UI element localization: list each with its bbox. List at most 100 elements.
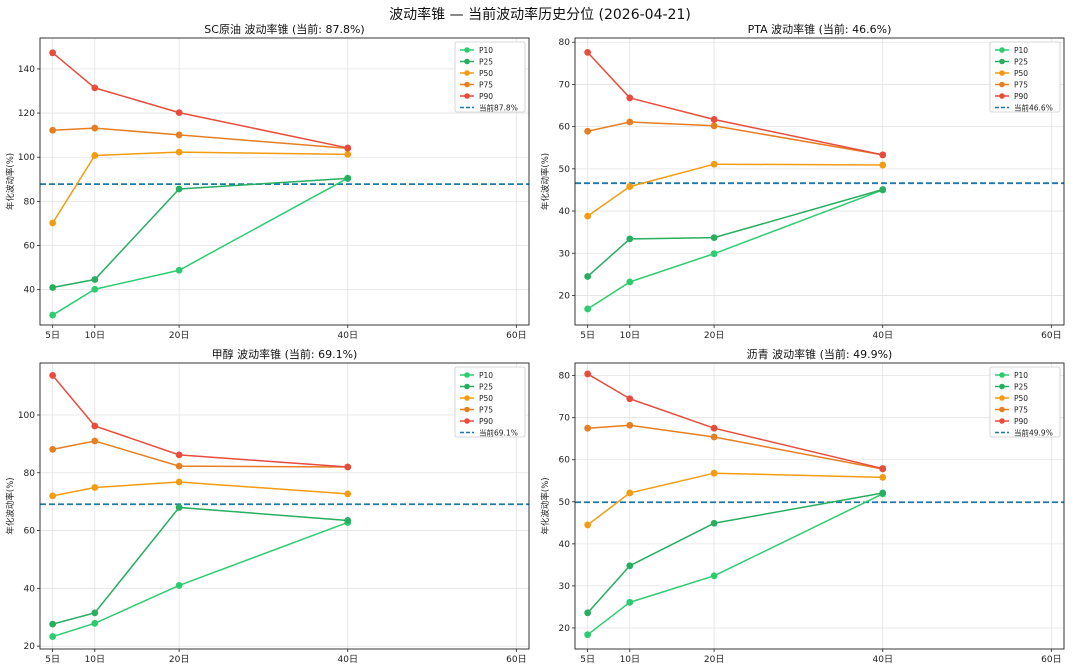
plot-frame [39, 37, 530, 326]
data-point-p75 [175, 462, 183, 470]
y-tick-label: 80 [559, 38, 571, 48]
y-axis-label: 年化波动率(%) [5, 153, 16, 210]
legend-label: P75 [479, 406, 493, 415]
legend-label: P50 [1014, 394, 1028, 403]
data-point-p50 [175, 148, 183, 156]
legend-label: P25 [479, 383, 493, 392]
legend-label: P50 [1014, 69, 1028, 78]
chart-panel-2: PTA 波动率锥 (当前: 46.6%) 年化波动率(%) 20 30 40 50 60 70… [540, 22, 1065, 341]
y-axis-label: 年化波动率(%) [5, 477, 16, 534]
series-line-p25 [52, 177, 348, 289]
legend-label: P25 [1014, 58, 1028, 67]
panel-title: SC原油 波动率锥 (当前: 87.8%) [204, 22, 364, 36]
legend-label: P75 [479, 81, 493, 90]
data-point-p10 [91, 285, 99, 293]
plot-frame [574, 362, 1065, 650]
data-point-p25 [879, 186, 887, 193]
data-point-p25 [584, 609, 592, 617]
series-line-p75 [52, 127, 348, 150]
legend-marker [999, 383, 1005, 390]
y-tick-label: 30 [559, 582, 571, 592]
figure-title: 波动率锥 — 当前波动率历史分位 (2026-04-21) [389, 7, 691, 23]
legend: P10 P25 P50 P75 P90 当前49.9% [989, 366, 1061, 438]
chart-panel-4: 沥青 波动率锥 (当前: 49.9%) 年化波动率(%) 20 30 40 50 60 70 8… [540, 347, 1065, 665]
data-point-p10 [175, 582, 183, 589]
data-point-p90 [344, 463, 352, 471]
data-point-p75 [710, 433, 718, 441]
data-point-p25 [49, 284, 57, 291]
legend-label: P10 [479, 371, 493, 380]
y-tick-label: 20 [559, 291, 571, 301]
legend-marker [999, 70, 1005, 76]
data-point-p25 [879, 489, 887, 497]
panel-title: 甲醇 波动率锥 (当前: 69.1%) [212, 347, 358, 361]
legend-marker [999, 58, 1005, 65]
legend-label: 当前87.8% [479, 103, 518, 113]
legend-label: P90 [1014, 92, 1028, 101]
y-tick-label: 70 [559, 80, 571, 90]
data-point-p10 [49, 633, 57, 640]
legend-label: 当前49.9% [1014, 428, 1053, 438]
data-point-p75 [91, 437, 99, 445]
y-axis-label: 年化波动率(%) [540, 153, 551, 210]
x-tick-label: 10日 [620, 654, 640, 665]
legend-box [989, 366, 1061, 438]
series-line-p10 [52, 177, 349, 316]
x-tick-label: 5日 [580, 654, 595, 665]
data-point-p50 [879, 474, 887, 481]
data-point-p75 [175, 131, 183, 139]
y-tick-label: 120 [18, 109, 35, 119]
x-tick-label: 60日 [1041, 330, 1061, 341]
data-point-p10 [584, 631, 592, 639]
x-tick-label: 10日 [85, 654, 105, 665]
y-tick-label: 40 [559, 540, 571, 550]
x-tick-label: 40日 [873, 654, 893, 665]
x-tick-label: 40日 [338, 654, 358, 665]
y-tick-label: 80 [24, 197, 36, 207]
y-tick-label: 20 [24, 642, 36, 652]
data-point-p25 [91, 609, 99, 617]
legend-marker [464, 58, 470, 65]
x-tick-label: 10日 [620, 330, 640, 341]
legend-marker [464, 70, 470, 76]
panel-title: PTA 波动率锥 (当前: 46.6%) [748, 22, 892, 36]
data-point-p25 [344, 517, 352, 524]
y-tick-label: 80 [24, 469, 36, 479]
data-point-p50 [344, 150, 352, 158]
legend-marker [464, 406, 470, 413]
data-point-p75 [626, 118, 634, 126]
data-point-p50 [49, 219, 57, 227]
x-tick-label: 60日 [506, 654, 526, 665]
data-point-p90 [91, 84, 99, 92]
series-line-p25 [587, 188, 883, 278]
x-tick-label: 40日 [338, 330, 358, 341]
data-point-p90 [879, 151, 887, 159]
data-point-p90 [584, 48, 592, 56]
data-point-p25 [710, 234, 718, 242]
y-axis-label: 年化波动率(%) [540, 477, 551, 534]
x-tick-label: 20日 [169, 654, 189, 665]
series-line-p50 [52, 481, 348, 497]
legend-marker [999, 81, 1005, 88]
y-tick-label: 70 [559, 414, 571, 424]
data-point-p10 [49, 311, 57, 319]
data-point-p25 [626, 562, 634, 570]
data-point-p50 [584, 212, 592, 220]
data-point-p90 [626, 395, 634, 403]
data-point-p75 [49, 126, 57, 134]
legend-label: 当前69.1% [479, 428, 518, 438]
y-tick-label: 60 [24, 527, 36, 537]
data-point-p25 [175, 185, 183, 193]
y-tick-label: 40 [24, 286, 36, 296]
data-point-p25 [344, 175, 352, 182]
chart-panel-3: 甲醇 波动率锥 (当前: 69.1%) 年化波动率(%) 20 40 60 80 100 5日… [5, 347, 530, 665]
x-tick-label: 20日 [704, 330, 724, 341]
data-point-p90 [49, 49, 57, 57]
data-point-p25 [584, 273, 592, 280]
legend-label: P90 [479, 92, 493, 101]
series-line-p75 [587, 121, 883, 156]
data-point-p90 [91, 422, 99, 430]
series-line-p90 [52, 52, 348, 149]
series-line-p50 [587, 472, 883, 526]
series-line-p50 [52, 151, 348, 224]
